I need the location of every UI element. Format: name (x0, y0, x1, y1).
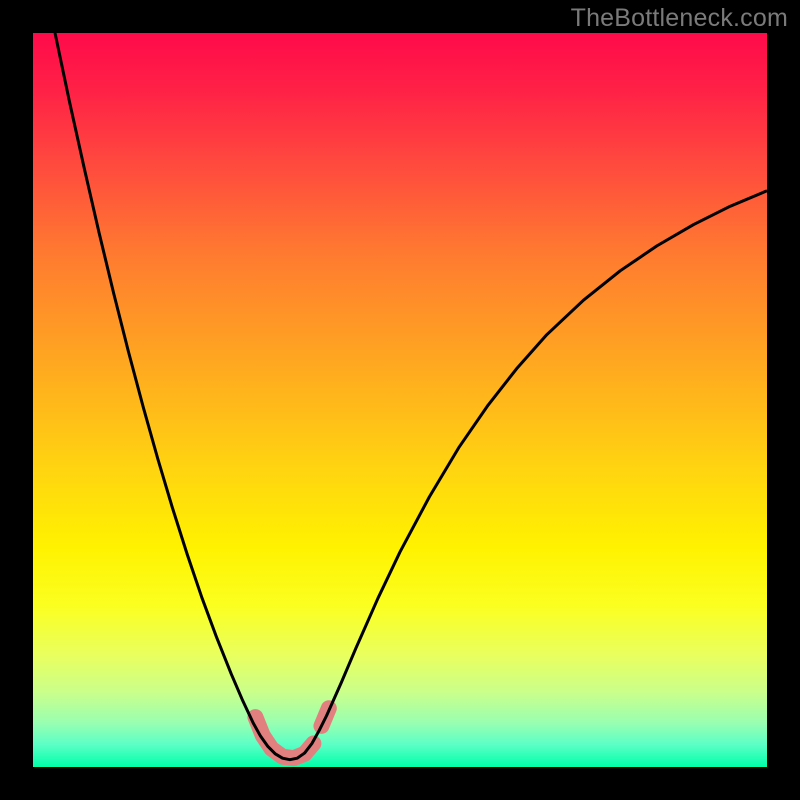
main-curve (55, 33, 767, 760)
chart-container: { "watermark": { "text": "TheBottleneck.… (0, 0, 800, 800)
watermark-text: TheBottleneck.com (571, 4, 788, 33)
plot-area (33, 33, 767, 767)
curve-layer (33, 33, 767, 767)
